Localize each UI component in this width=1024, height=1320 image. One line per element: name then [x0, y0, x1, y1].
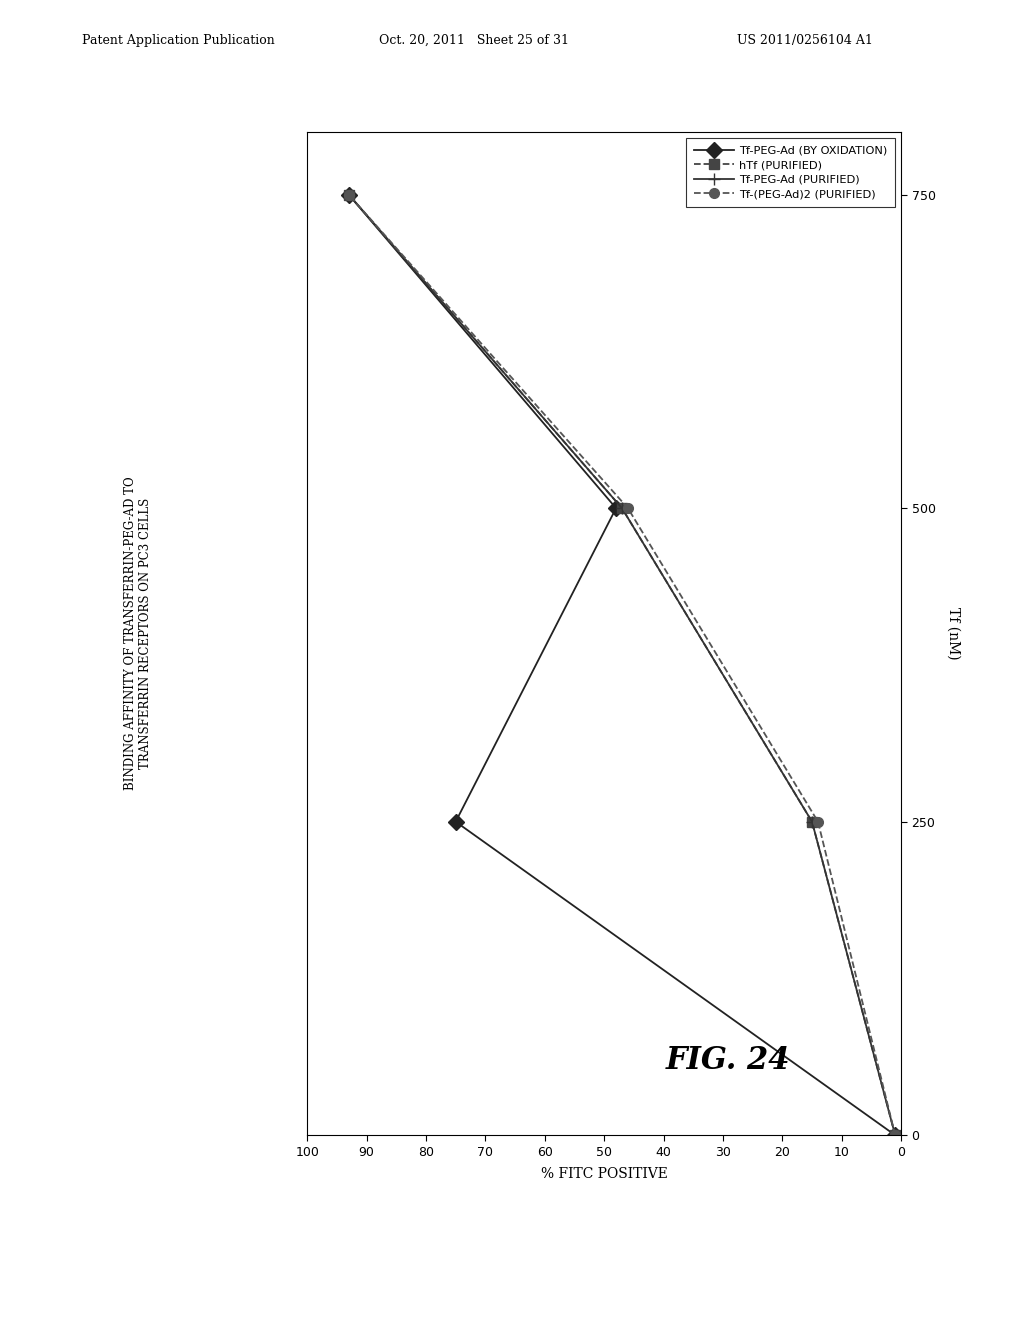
Tf-PEG-Ad (BY OXIDATION) — [343, 187, 355, 203]
Tf-(PEG-Ad)2 (PURIFIED) — [889, 1127, 901, 1143]
Text: US 2011/0256104 A1: US 2011/0256104 A1 — [737, 33, 873, 46]
Line: Tf-PEG-Ad (PURIFIED): Tf-PEG-Ad (PURIFIED) — [342, 189, 901, 1142]
hTf (PURIFIED) — [615, 500, 628, 516]
Tf-(PEG-Ad)2 (PURIFIED) — [343, 187, 355, 203]
hTf (PURIFIED) — [806, 813, 818, 830]
Line: Tf-PEG-Ad (BY OXIDATION): Tf-PEG-Ad (BY OXIDATION) — [343, 189, 901, 1140]
Tf-PEG-Ad (BY OXIDATION) — [610, 500, 623, 516]
Legend: Tf-PEG-Ad (BY OXIDATION), hTf (PURIFIED), Tf-PEG-Ad (PURIFIED), Tf-(PEG-Ad)2 (PU: Tf-PEG-Ad (BY OXIDATION), hTf (PURIFIED)… — [686, 137, 895, 207]
hTf (PURIFIED) — [889, 1127, 901, 1143]
Y-axis label: Tf (nM): Tf (nM) — [946, 607, 961, 660]
Tf-PEG-Ad (PURIFIED) — [806, 813, 818, 830]
Tf-PEG-Ad (PURIFIED) — [615, 500, 628, 516]
Tf-PEG-Ad (BY OXIDATION) — [450, 813, 462, 830]
Tf-(PEG-Ad)2 (PURIFIED) — [812, 813, 824, 830]
Text: BINDING AFFINITY OF TRANSFERRIN-PEG-AD TO
TRANSFERRIN RECEPTORS ON PC3 CELLS: BINDING AFFINITY OF TRANSFERRIN-PEG-AD T… — [124, 477, 153, 791]
Text: Oct. 20, 2011   Sheet 25 of 31: Oct. 20, 2011 Sheet 25 of 31 — [379, 33, 569, 46]
Tf-PEG-Ad (BY OXIDATION) — [889, 1127, 901, 1143]
Text: Patent Application Publication: Patent Application Publication — [82, 33, 274, 46]
hTf (PURIFIED) — [343, 187, 355, 203]
X-axis label: % FITC POSITIVE: % FITC POSITIVE — [541, 1167, 668, 1181]
Tf-(PEG-Ad)2 (PURIFIED) — [622, 500, 634, 516]
Tf-PEG-Ad (PURIFIED) — [889, 1127, 901, 1143]
Text: FIG. 24: FIG. 24 — [666, 1045, 791, 1076]
Tf-PEG-Ad (PURIFIED) — [343, 187, 355, 203]
Line: Tf-(PEG-Ad)2 (PURIFIED): Tf-(PEG-Ad)2 (PURIFIED) — [344, 190, 900, 1140]
Line: hTf (PURIFIED): hTf (PURIFIED) — [344, 190, 900, 1140]
